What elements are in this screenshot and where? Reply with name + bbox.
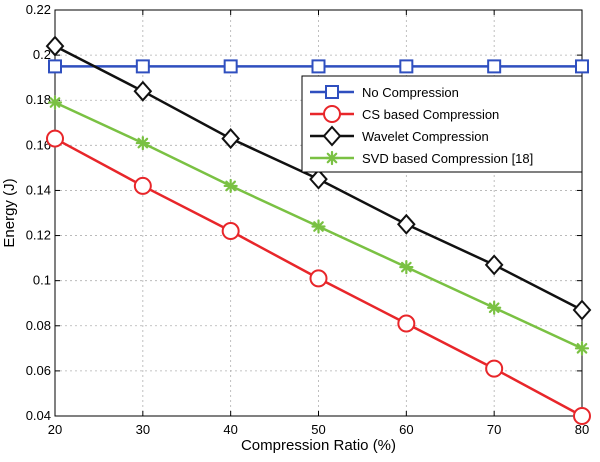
square-marker	[48, 59, 62, 74]
asterisk-marker	[47, 95, 63, 110]
diamond-marker	[221, 128, 241, 150]
circle-marker	[309, 269, 328, 288]
asterisk-marker	[574, 341, 590, 356]
legend-item: SVD based Compression [18]	[310, 150, 533, 166]
series-1	[48, 59, 589, 74]
axis-ticks: 20 30 40 50 60 70 80 0.04 0.06 0.08 0.1 0.12 0.14 0.1…	[26, 2, 590, 437]
y-tick-label: 0.1	[33, 273, 51, 288]
x-tick-label: 20	[48, 422, 62, 437]
x-tick-label: 30	[136, 422, 150, 437]
circle-marker	[46, 129, 64, 148]
legend-label: No Compression	[362, 85, 459, 100]
square-marker	[223, 59, 238, 74]
asterisk-marker	[487, 300, 502, 315]
y-tick-label: 0.06	[26, 363, 51, 378]
legend-label: SVD based Compression [18]	[362, 151, 533, 166]
x-tick-label: 40	[223, 422, 237, 437]
square-marker	[135, 59, 150, 74]
y-tick-label: 0.12	[26, 228, 51, 243]
y-tick-label: 0.08	[26, 318, 51, 333]
legend-label: CS based Compression	[362, 107, 499, 122]
diamond-marker	[322, 125, 342, 147]
diamond-marker	[309, 168, 328, 190]
legend-item: No Compression	[310, 85, 459, 100]
legend-item: Wavelet Compression	[310, 125, 489, 147]
circle-marker	[397, 314, 416, 333]
y-tick-label: 0.16	[26, 137, 51, 152]
asterisk-marker	[324, 150, 340, 166]
y-tick-label: 0.18	[26, 92, 51, 107]
square-marker	[311, 59, 326, 74]
y-axis-label: Energy (J)	[1, 178, 18, 247]
asterisk-marker	[223, 178, 238, 194]
asterisk-marker	[311, 219, 326, 234]
y-tick-label: 0.04	[26, 408, 51, 423]
series-group	[45, 35, 592, 425]
square-marker	[325, 85, 339, 99]
y-tick-label: 0.22	[26, 2, 51, 17]
series-3	[45, 35, 592, 321]
x-tick-label: 50	[311, 422, 325, 437]
circle-marker	[485, 359, 504, 378]
square-marker	[575, 59, 589, 74]
series-4	[47, 95, 590, 356]
x-tick-label: 70	[487, 422, 501, 437]
square-marker	[487, 59, 502, 74]
x-tick-label: 60	[399, 422, 413, 437]
asterisk-marker	[399, 260, 414, 275]
circle-marker	[133, 176, 152, 195]
y-tick-label: 0.2	[33, 47, 51, 62]
diamond-marker	[572, 299, 592, 321]
x-axis-label: Compression Ratio (%)	[241, 437, 396, 454]
asterisk-marker	[135, 135, 150, 151]
diamond-marker	[133, 80, 153, 102]
y-tick-label: 0.14	[26, 182, 51, 197]
legend-label: Wavelet Compression	[362, 129, 489, 144]
series-2	[46, 129, 591, 425]
diamond-marker	[45, 35, 65, 57]
circle-marker	[573, 407, 591, 425]
diamond-marker	[396, 213, 416, 235]
diamond-marker	[484, 254, 504, 276]
circle-marker	[221, 222, 240, 241]
square-marker	[399, 59, 414, 74]
circle-marker	[323, 105, 341, 123]
legend-item: CS based Compression	[310, 105, 499, 123]
x-tick-label: 80	[575, 422, 589, 437]
legend: No Compression CS based Compression Wavele…	[301, 75, 583, 173]
